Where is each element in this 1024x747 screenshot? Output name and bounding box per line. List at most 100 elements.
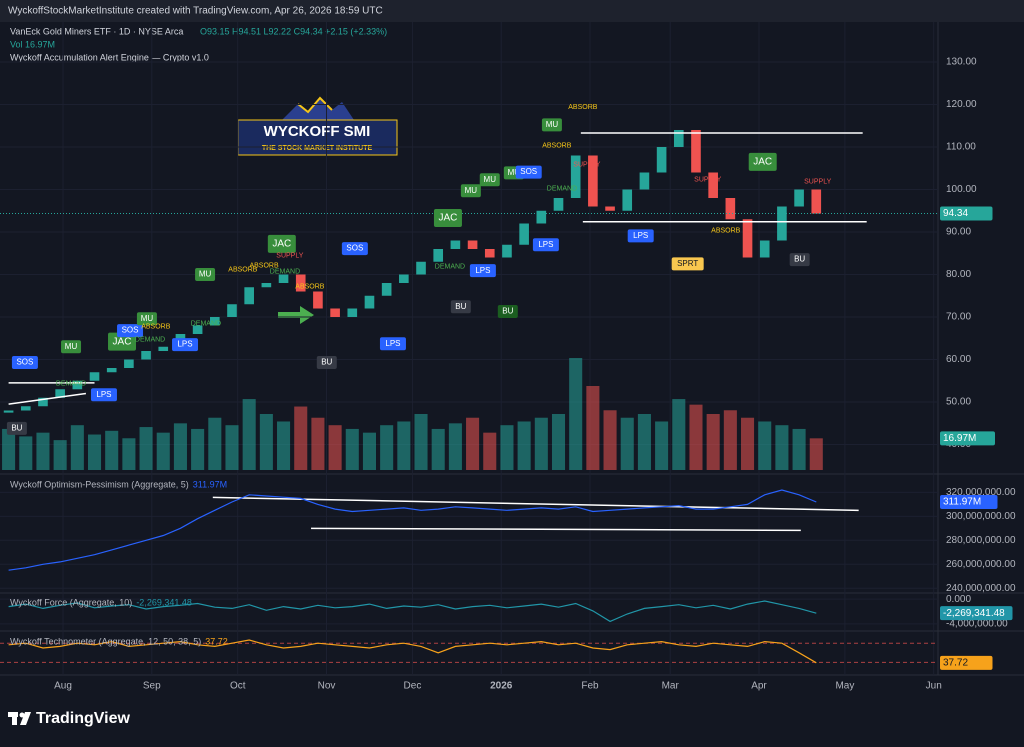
volume-bar <box>328 425 342 470</box>
signal-box <box>450 300 471 314</box>
signal-label: SOS <box>520 167 537 176</box>
candle <box>691 130 701 173</box>
x-tick-label: Dec <box>404 681 422 692</box>
candle <box>673 130 684 147</box>
signal-box <box>117 324 144 338</box>
signal-text: SUPPLY <box>276 253 303 260</box>
signal-text: DEMAND <box>56 381 86 388</box>
signal-label: JAC <box>438 213 457 224</box>
volume-bar <box>448 423 462 470</box>
candle <box>656 147 667 173</box>
volume-bar <box>225 425 239 470</box>
candle <box>416 261 426 275</box>
candle <box>295 274 306 292</box>
candle <box>381 283 392 296</box>
volume-bar <box>242 399 256 470</box>
signal-box <box>379 337 406 351</box>
signal-box <box>195 268 216 281</box>
volume-bar <box>517 421 531 470</box>
signal-box <box>136 312 157 326</box>
volume-bar <box>672 399 686 470</box>
volume-bar <box>156 432 170 470</box>
indicator-last-label-bg <box>940 655 993 670</box>
signal-box <box>497 304 518 318</box>
volume-bar <box>637 414 651 470</box>
signal-label: MU <box>546 120 559 129</box>
symbol: VanEck Gold Miners ETF · 1D · NYSE Arca <box>10 26 183 36</box>
signal-label: BU <box>794 255 805 264</box>
candle <box>794 189 804 207</box>
volume-bar <box>191 428 205 470</box>
y-tick-label: 120.00 <box>946 99 977 110</box>
signal-label: SOS <box>122 326 139 335</box>
x-tick-label: Apr <box>751 681 767 692</box>
volume-legend: Vol 16.97M <box>10 39 55 49</box>
volume-bar <box>259 414 273 470</box>
volume-bar <box>2 428 16 470</box>
candle <box>106 368 117 373</box>
volume-bar <box>311 417 325 470</box>
candle <box>330 308 340 317</box>
volume-bar <box>380 425 394 470</box>
y-tick-label: 70.00 <box>946 312 971 323</box>
logo-box <box>237 119 398 156</box>
signal-text: ABSORB <box>542 143 572 150</box>
candle <box>777 206 787 241</box>
signal-text: SUPPLY <box>694 177 721 184</box>
volume-bar <box>466 417 480 470</box>
signal-text: DEMAND <box>547 185 577 192</box>
signal-box <box>671 257 704 271</box>
indicator-last-label: 37.72 <box>943 657 968 668</box>
signal-text: DEMAND <box>435 264 465 271</box>
indicator-line <box>8 639 817 664</box>
signal-box <box>341 242 368 256</box>
signal-box <box>433 208 462 227</box>
signal-label: MU <box>65 342 78 351</box>
signal-box <box>11 355 38 369</box>
candle <box>347 308 358 317</box>
candle <box>158 346 169 351</box>
candle <box>192 325 203 334</box>
footer-logo-dot <box>19 712 25 718</box>
candle <box>72 380 83 390</box>
candle <box>89 372 100 381</box>
candle <box>55 389 65 398</box>
signal-label: JAC <box>272 239 291 250</box>
signal-label: MU <box>199 270 212 279</box>
candle <box>450 240 461 249</box>
signal-label: LPS <box>385 339 400 348</box>
indicator-title: Wyckoff Force (Aggregate, 10) <box>10 597 132 607</box>
footer-brand: TradingView <box>36 710 131 727</box>
x-tick-label: Aug <box>54 681 72 692</box>
volume-bar <box>414 414 428 470</box>
candle <box>811 189 822 214</box>
signal-text: DEMAND <box>270 268 300 275</box>
candle <box>20 406 31 411</box>
indicator-last-label: 311.97M <box>943 497 981 508</box>
volume-bar <box>620 417 634 470</box>
candle <box>467 240 478 249</box>
volume-bar <box>809 438 823 470</box>
trendline <box>8 392 87 405</box>
y-tick-label: 100.00 <box>946 184 977 195</box>
signal-box <box>748 152 777 171</box>
candle <box>313 291 323 309</box>
signal-box <box>627 229 654 243</box>
signal-label: MU <box>465 186 478 195</box>
x-tick-label: Feb <box>581 681 599 692</box>
signal-label: SPRT <box>677 259 698 268</box>
volume-bar <box>397 421 411 470</box>
logo-title: WYCKOFF SMI <box>264 123 371 140</box>
indicator-title: Wyckoff Optimism-Pessimism (Aggregate, 5… <box>10 479 189 489</box>
volume-bar <box>723 410 737 470</box>
indicator-value: -2,269,341.48 <box>136 597 192 607</box>
signal-text: ABSORB <box>249 262 279 269</box>
signal-label: LPS <box>177 340 192 349</box>
signal-box <box>541 118 562 132</box>
ohlc: O93.15 H94.51 L92.22 C94.34 +2.15 (+2.33… <box>200 26 387 36</box>
volume-bar <box>741 417 755 470</box>
volume-bar <box>53 440 67 470</box>
arrow <box>278 306 314 324</box>
x-tick-label: Oct <box>230 681 246 692</box>
